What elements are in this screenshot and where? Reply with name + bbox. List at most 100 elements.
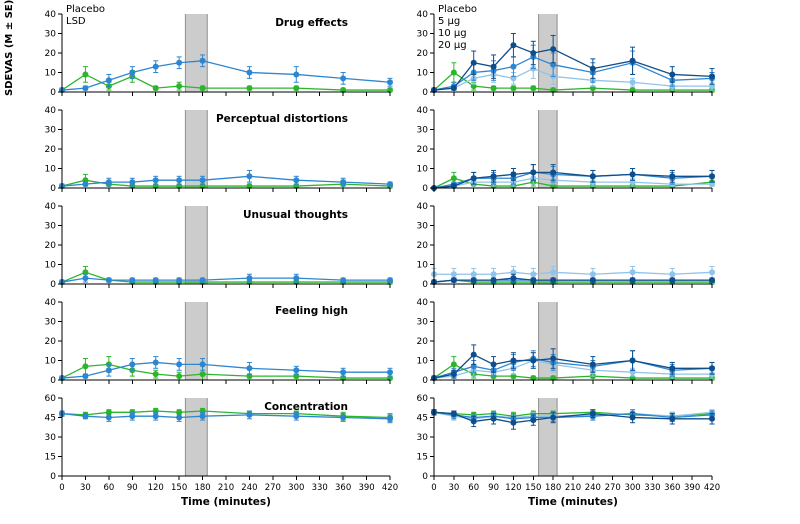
data-point [510,419,517,426]
x-tick-label: 240 [241,483,257,493]
data-point [589,277,596,284]
legend-item-10-g: 10 µg [438,28,467,39]
data-point [176,414,183,421]
data-point [105,179,112,186]
x-tick-label: 150 [525,483,541,493]
data-point [629,171,636,178]
x-tick-label: 120 [148,483,164,493]
data-point [470,277,477,284]
x-tick-label: 360 [664,483,680,493]
x-tick-label: 360 [335,483,351,493]
data-point [293,71,300,78]
data-point [510,63,517,70]
y-tick-label: 10 [417,261,429,271]
x-tick-label: 150 [171,483,187,493]
x-tick-label: 90 [488,483,499,493]
infusion-band [185,206,208,284]
y-tick-label: 10 [45,69,57,79]
series-lsd [59,356,393,382]
panel-perceptual-distortions-left: 0 10 20 30 40 Perceptual distortions [45,106,393,194]
data-point [199,177,206,184]
data-point [152,85,159,92]
y-tick-label: 10 [417,165,429,175]
y-tick-label: 0 [50,88,56,98]
y-tick-label: 40 [45,10,57,20]
data-point [129,361,136,368]
legend-item-20-g: 20 µg [438,40,467,51]
series-lsd [59,169,393,190]
data-point [152,413,159,420]
data-point [629,414,636,421]
data-point [530,50,537,56]
panel-perceptual-distortions-right: 0 10 20 30 40 [417,106,715,194]
data-point [450,410,457,417]
data-point [129,277,136,284]
legend-item-lsd: LSD [66,16,86,27]
x-tick-label: 30 [80,483,91,493]
data-point [530,277,537,284]
data-point [246,275,253,282]
x-tick-label: 270 [605,483,621,493]
panel-feeling-high-left: 0 10 20 30 40 Feeling high [45,298,393,386]
data-point [470,418,477,425]
panel-feeling-high-right: 0 10 20 30 40 [417,298,715,386]
data-point [490,277,497,284]
data-point [530,271,537,278]
y-tick-label: 0 [422,88,428,98]
data-point [669,365,676,372]
data-point [669,71,676,78]
y-axis-label: SDEVAS (M ± SE) [4,0,15,96]
data-point [246,85,253,92]
y-tick-label: 10 [45,261,57,271]
data-point [550,269,557,276]
data-point [490,361,497,368]
series-20-g [431,409,715,430]
infusion-band [185,302,208,380]
data-point [550,277,557,284]
data-point [589,65,596,72]
y-tick-label: 10 [45,357,57,367]
y-tick-label: 30 [45,318,57,328]
data-point [450,277,457,284]
data-point [629,79,636,86]
data-point [199,85,206,92]
x-tick-label: 60 [468,483,479,493]
data-point [176,83,183,90]
data-point [82,85,89,92]
data-point [293,413,300,420]
data-point [550,169,557,176]
data-point [293,85,300,92]
data-point [470,351,477,358]
series-lsd [59,410,393,424]
x-tick-label: 330 [312,483,328,493]
y-tick-label: 0 [50,184,56,194]
data-point [105,277,112,284]
row-title: Feeling high [275,305,348,317]
y-tick-label: 20 [417,241,429,251]
y-tick-label: 0 [422,376,428,386]
x-tick-label: 300 [624,483,640,493]
data-point [199,277,206,284]
y-tick-label: 0 [50,280,56,290]
y-tick-label: 30 [417,126,429,136]
data-point [387,277,393,284]
data-point [246,173,253,180]
data-point [82,363,89,370]
x-tick-label: 180 [194,483,210,493]
y-tick-label: 60 [417,394,429,404]
data-point [387,79,393,86]
y-tick-label: 40 [45,298,57,308]
data-point [589,271,596,278]
y-tick-label: 30 [45,433,57,443]
x-tick-label: 90 [127,483,138,493]
infusion-band [185,110,208,188]
series-20-g [431,33,715,94]
data-point [709,365,715,372]
panel-concentration-left: 0 15 30 45 60 0 30 60 90 120 150 180 210 240 270 300 330… [45,394,399,493]
x-tick-label: 0 [59,483,64,493]
row-title: Unusual thoughts [243,209,348,221]
data-point [176,277,183,284]
data-point [82,275,89,282]
